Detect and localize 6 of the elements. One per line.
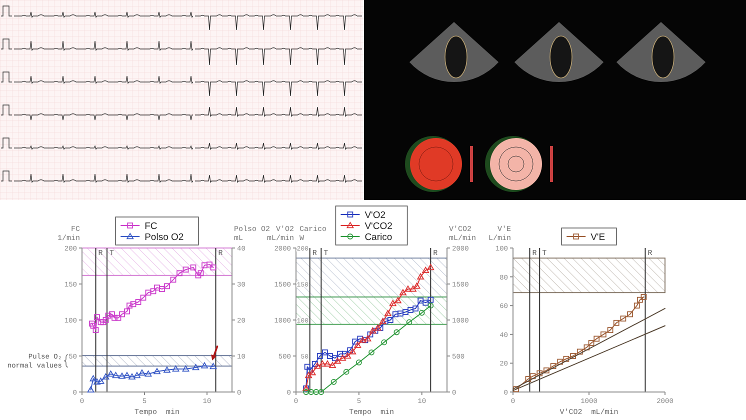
legend-label: V'O2 [364, 210, 386, 221]
legend-label: Carico [364, 232, 392, 243]
legend-label: V'E [590, 232, 606, 243]
legend-label: V'CO2 [364, 220, 392, 232]
legend-label: Polso O2 [144, 232, 184, 243]
legend-label: FC [144, 220, 158, 232]
